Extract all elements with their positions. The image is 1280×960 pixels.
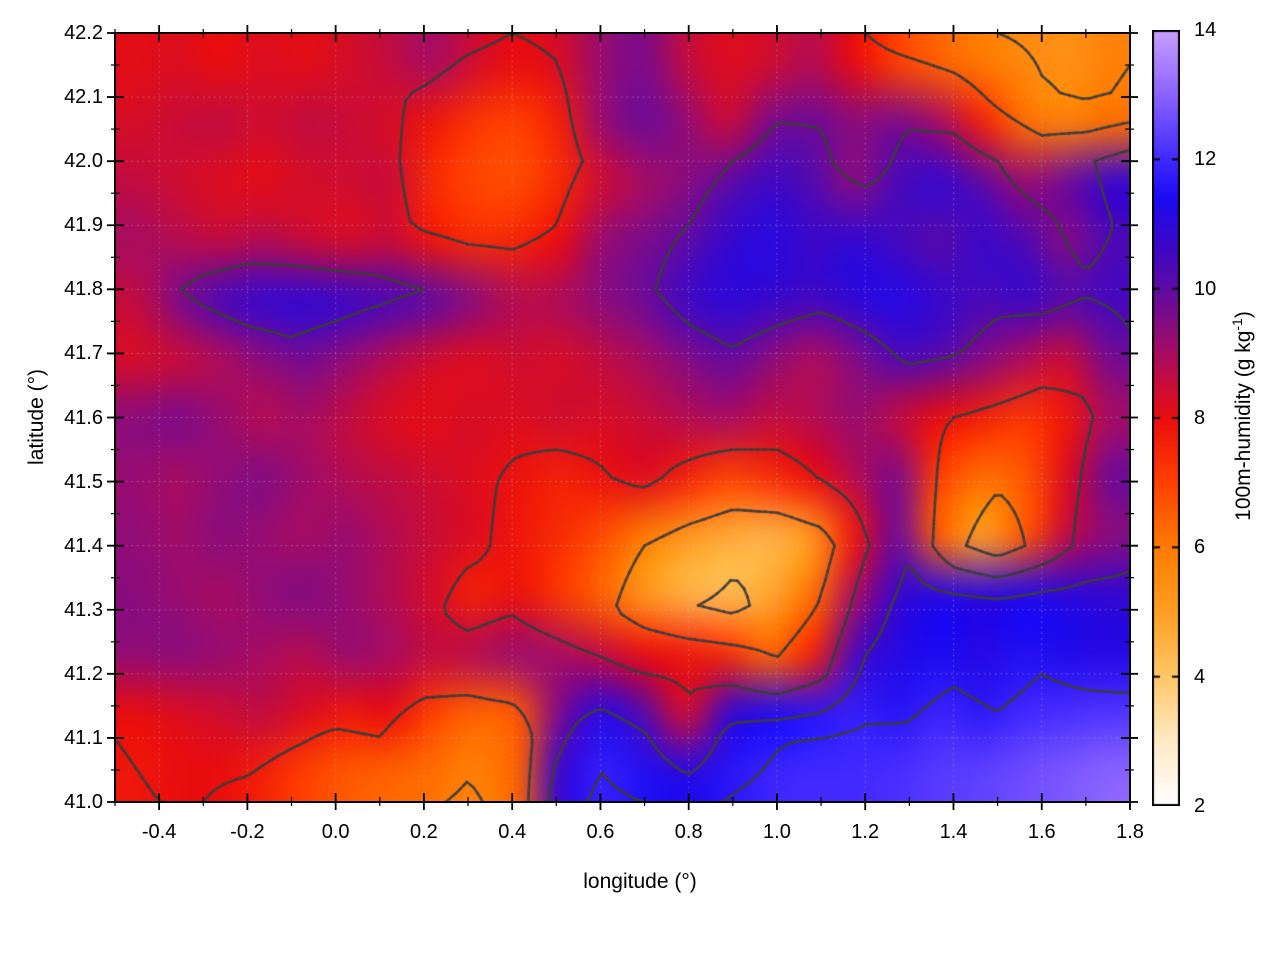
y-tick-label: 41.5 xyxy=(64,470,103,493)
x-tick-label: 0.8 xyxy=(674,821,703,843)
colorbar-title-end: ) xyxy=(1232,311,1255,319)
colorbar-canvas xyxy=(1152,30,1180,806)
colorbar-tick-label: 10 xyxy=(1194,277,1217,300)
x-axis-title: longitude (°) xyxy=(583,870,697,893)
y-tick-label: 42.0 xyxy=(64,150,103,173)
x-tick-label: 0.6 xyxy=(586,821,615,843)
y-tick-label: 41.9 xyxy=(64,214,103,237)
x-tick-label: -0.4 xyxy=(141,821,177,843)
y-tick-label: 42.1 xyxy=(64,86,103,109)
x-tick-label: 1.8 xyxy=(1116,821,1144,843)
humidity-heatmap-canvas xyxy=(115,33,1130,802)
y-tick-label: 41.1 xyxy=(64,726,103,749)
x-tick-label: 1.0 xyxy=(763,821,791,843)
colorbar-tick-label: 8 xyxy=(1194,407,1206,429)
colorbar-title-main: 100m-humidity (g kg xyxy=(1232,330,1255,521)
y-tick-label: 42.2 xyxy=(64,22,103,44)
y-tick-label: 41.3 xyxy=(64,598,103,621)
y-tick-label: 41.8 xyxy=(64,278,103,301)
y-tick-label: 41.0 xyxy=(64,791,103,813)
x-tick-label: -0.2 xyxy=(230,821,265,843)
plot-border xyxy=(114,32,1131,803)
y-tick-label: 41.6 xyxy=(64,406,103,429)
x-tick-label: 0.2 xyxy=(410,821,438,843)
y-tick-label: 41.7 xyxy=(64,342,103,365)
x-tick-label: 0.4 xyxy=(498,821,527,843)
y-axis-title: latitude (°) xyxy=(25,369,48,465)
colorbar-tick-label: 14 xyxy=(1194,19,1217,41)
x-tick-label: 1.2 xyxy=(851,821,880,843)
y-tick-label: 41.4 xyxy=(64,534,103,557)
colorbar-tick-label: 4 xyxy=(1194,665,1206,688)
colorbar-tick-label: 6 xyxy=(1194,536,1206,559)
x-tick-label: 0.0 xyxy=(321,821,350,843)
x-tick-label: 1.6 xyxy=(1027,821,1056,843)
colorbar-tick-label: 12 xyxy=(1194,148,1217,171)
colorbar-tick-label: 2 xyxy=(1194,795,1206,817)
y-tick-label: 41.2 xyxy=(64,662,103,685)
x-tick-label: 1.4 xyxy=(939,821,968,843)
colorbar-title-sup: -1 xyxy=(1229,318,1245,331)
colorbar-title: 100m-humidity (g kg-1) xyxy=(1224,166,1255,666)
